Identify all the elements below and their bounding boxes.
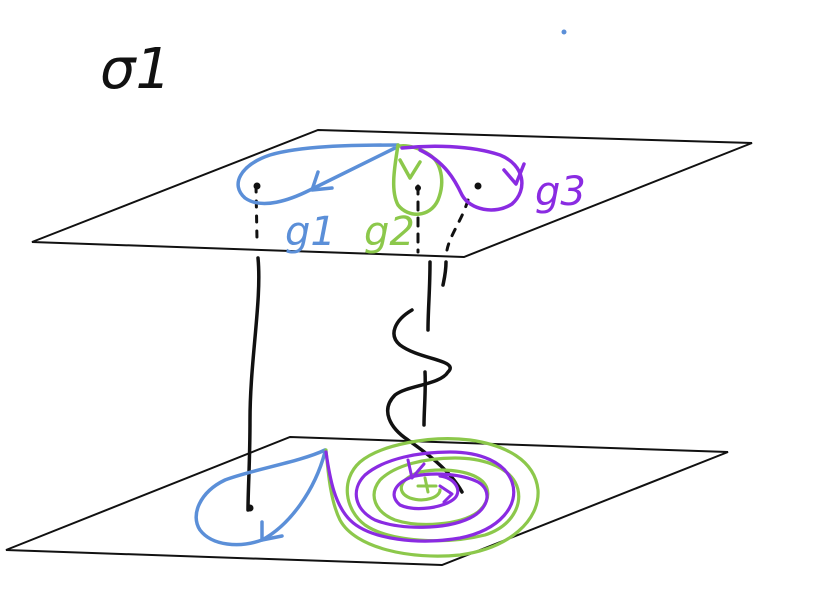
strand-1-end-dot bbox=[246, 504, 254, 512]
strand-1-dotted bbox=[254, 184, 259, 242]
strand-2-lower bbox=[422, 370, 428, 427]
g3-bottom-spiral bbox=[324, 450, 516, 543]
g1-top-base-dot bbox=[253, 182, 261, 190]
g2-top-base-dot bbox=[415, 185, 421, 191]
g3-top-loop bbox=[400, 144, 524, 212]
stray-dot bbox=[561, 29, 567, 35]
g1-top-loop bbox=[236, 143, 400, 206]
strand-3-dotted bbox=[445, 198, 470, 252]
braid-strands bbox=[246, 184, 470, 512]
top-plane bbox=[31, 128, 753, 259]
loop-g2: g2 bbox=[324, 143, 540, 558]
strand-1 bbox=[246, 256, 261, 512]
loop-g3: g3 bbox=[324, 144, 586, 543]
loop-g1: g1 bbox=[194, 143, 400, 547]
bottom-plane bbox=[5, 435, 729, 567]
g3-bottom-arrow bbox=[406, 458, 426, 480]
g2-top-arrow bbox=[398, 158, 422, 180]
strand-2-upper bbox=[426, 260, 432, 332]
g1-bottom-arrow bbox=[260, 520, 284, 542]
g3-top-arrow bbox=[502, 162, 526, 186]
title-text: σ1 bbox=[100, 37, 171, 102]
g3-top-base-dot bbox=[474, 182, 482, 190]
g3-label: g3 bbox=[535, 169, 586, 215]
bottom-center-mark bbox=[416, 476, 438, 494]
title: σ1 bbox=[100, 37, 171, 102]
g2-label: g2 bbox=[364, 209, 415, 255]
g1-top-arrow bbox=[310, 170, 334, 192]
g3-bottom-arrow-2 bbox=[438, 484, 454, 504]
g1-label: g1 bbox=[285, 209, 336, 255]
g1-bottom-loop bbox=[194, 448, 327, 547]
strand-3 bbox=[386, 260, 464, 494]
g2-bottom-spiral bbox=[324, 437, 540, 558]
